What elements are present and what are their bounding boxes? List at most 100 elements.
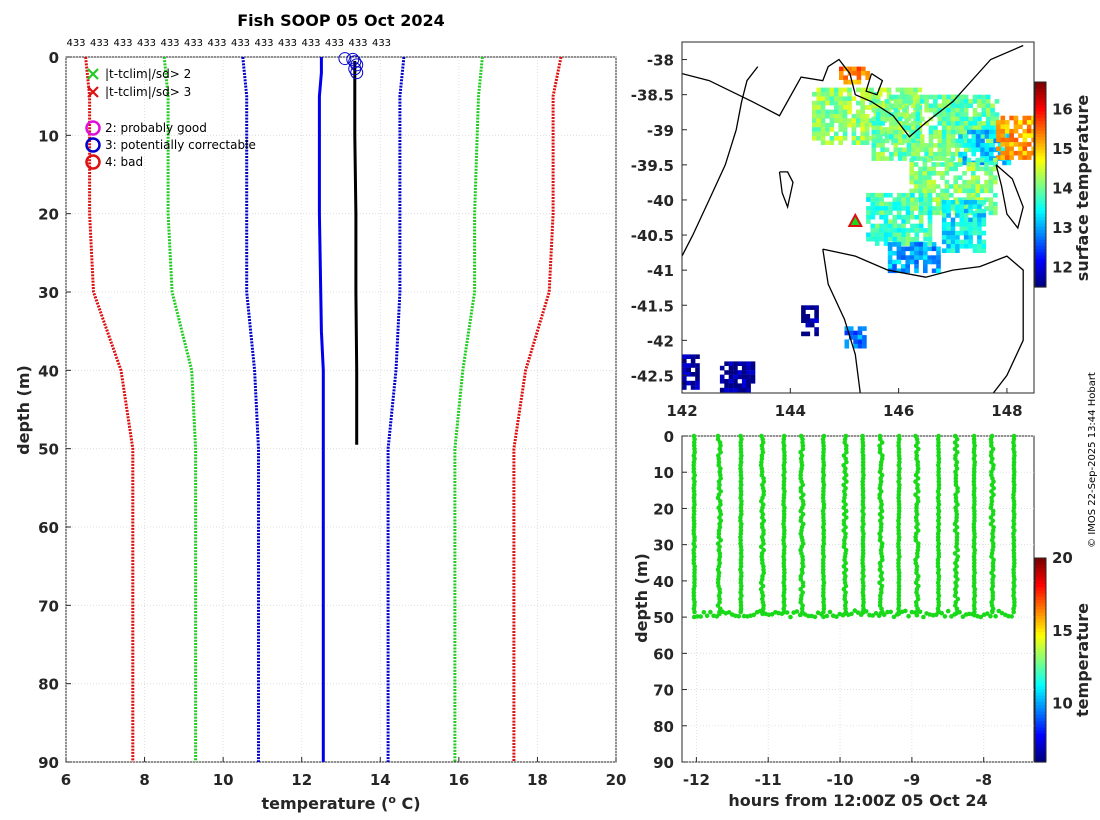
data-point — [1012, 596, 1017, 602]
sst-pixel — [728, 361, 734, 366]
sst-pixel — [910, 223, 915, 229]
data-point — [820, 567, 826, 572]
sst-pixel — [918, 210, 924, 216]
sst-pixel — [922, 157, 928, 163]
sst-pixel — [880, 156, 885, 161]
sst-pixel — [814, 331, 819, 337]
legend-x-marker — [87, 68, 99, 80]
data-point — [978, 614, 984, 620]
sst-pixel — [910, 206, 915, 211]
sst-pixel — [915, 99, 921, 104]
sst-pixel — [981, 200, 987, 205]
data-point — [989, 469, 994, 475]
sst-pixel — [874, 201, 880, 207]
sst-pixel — [883, 232, 889, 238]
data-point — [971, 437, 977, 442]
sst-pixel — [838, 140, 843, 145]
data-point — [738, 528, 744, 533]
data-point — [800, 437, 805, 442]
sst-pixel — [893, 121, 899, 126]
sst-pixel — [737, 361, 743, 366]
profile-y-tick-label: 0 — [49, 49, 59, 67]
sst-pixel — [871, 99, 877, 104]
sst-pixel — [695, 363, 700, 368]
sst-pixel — [927, 210, 933, 216]
sst-pixel — [1009, 137, 1014, 143]
sst-pixel — [893, 134, 899, 139]
sst-pixel — [884, 116, 890, 122]
data-point — [877, 446, 883, 452]
data-point — [936, 600, 941, 605]
data-point — [896, 446, 902, 452]
profile-y-tick-label: 80 — [38, 676, 59, 694]
sst-pixel — [825, 87, 830, 93]
colorbar-swatch — [1035, 133, 1046, 138]
sst-pixel — [937, 129, 943, 135]
colorbar-swatch — [1035, 660, 1046, 664]
data-point — [788, 614, 793, 620]
sst-pixel — [984, 134, 990, 139]
sst-pixel — [888, 192, 893, 198]
sst-pixel — [825, 114, 830, 119]
sst-pixel — [923, 206, 928, 211]
sst-pixel — [888, 236, 893, 242]
sst-pixel — [913, 184, 919, 189]
data-point — [781, 482, 787, 488]
sst-pixel — [686, 367, 691, 373]
sample-count-row: 433 433 433 433 433 433 433 433 433 433 433 433 433 4… — [66, 38, 391, 49]
data-point — [896, 450, 902, 455]
sst-pixel — [933, 156, 938, 161]
sst-pixel — [880, 129, 885, 135]
sst-pixel — [892, 228, 898, 233]
data-point — [738, 560, 744, 566]
sst-pixel — [847, 96, 852, 101]
sst-pixel — [897, 112, 903, 117]
sst-pixel — [913, 87, 918, 93]
sst-pixel — [750, 361, 756, 366]
sst-pixel — [977, 226, 982, 231]
data-point — [1011, 567, 1016, 572]
data-point — [990, 577, 995, 582]
sst-pixel — [871, 125, 877, 131]
data-point — [691, 508, 697, 514]
sst-pixel — [1018, 133, 1023, 138]
sst-pixel — [972, 248, 978, 253]
sst-pixel — [902, 134, 907, 139]
data-point — [913, 538, 919, 543]
sst-pixel — [879, 201, 884, 207]
sst-pixel — [901, 214, 906, 220]
sst-pixel — [848, 335, 854, 340]
sst-pixel — [724, 361, 729, 366]
sst-pixel — [801, 314, 806, 319]
sst-pixel — [1004, 150, 1010, 156]
sst-pixel — [972, 107, 978, 113]
sst-pixel — [955, 112, 960, 117]
data-point — [821, 450, 826, 455]
timeseries-points — [691, 433, 1017, 620]
data-point — [896, 570, 902, 576]
sst-pixel — [896, 206, 902, 211]
coastline-segment — [822, 248, 1024, 393]
sst-pixel — [884, 107, 890, 113]
sst-pixel — [919, 94, 925, 100]
sst-pixel — [955, 208, 960, 214]
data-point — [991, 541, 996, 546]
sst-pixel — [746, 374, 751, 380]
timeseries-x-tick-label: -10 — [826, 771, 853, 789]
data-point — [880, 557, 885, 563]
sst-pixel — [933, 151, 938, 157]
sst-pixel — [892, 242, 897, 247]
sst-pixel — [977, 116, 982, 122]
data-point — [691, 521, 697, 527]
data-point — [843, 446, 849, 452]
colorbar-swatch — [1035, 190, 1046, 195]
sst-pixel — [880, 116, 885, 122]
sst-pixel — [746, 365, 751, 371]
sst-pixel — [972, 99, 978, 104]
sst-pixel — [967, 143, 972, 148]
sst-pixel — [988, 171, 994, 176]
sst-pixel — [971, 134, 976, 139]
sst-pixel — [972, 116, 978, 122]
sst-pixel — [944, 184, 950, 189]
sst-pixel — [875, 94, 881, 100]
